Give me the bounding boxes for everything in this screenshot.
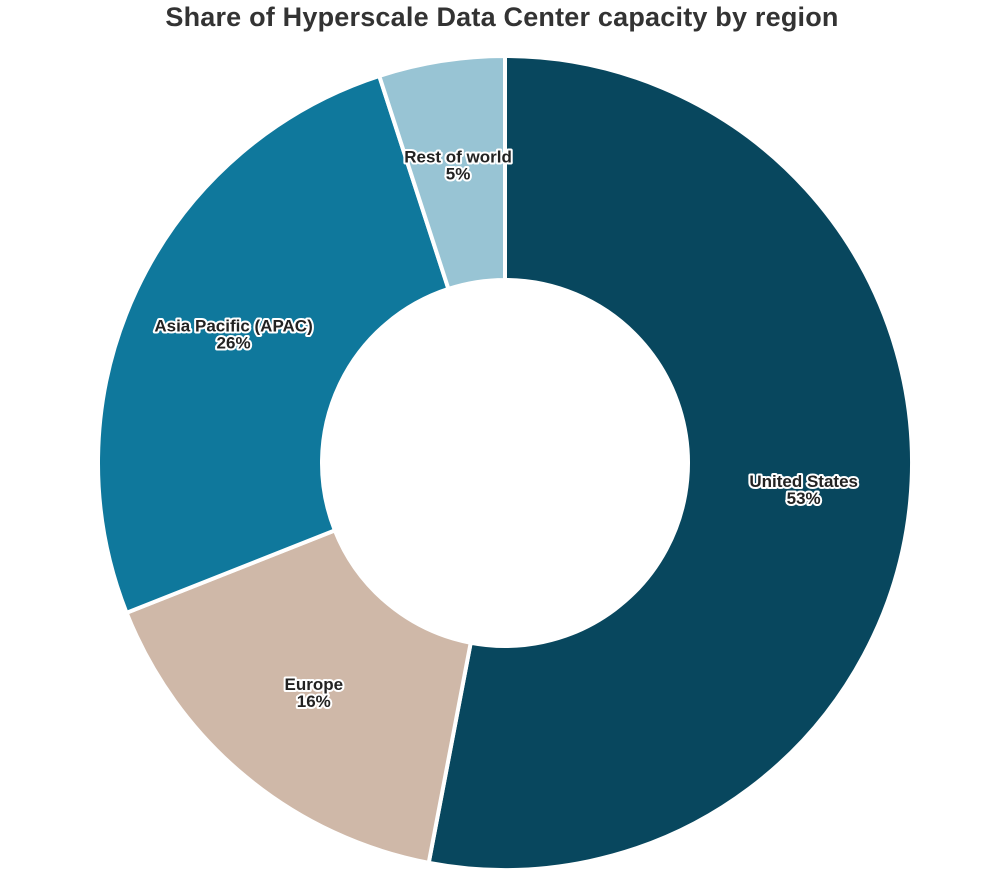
slice-label-united-states: United States 53% (749, 472, 858, 508)
slice-label-asia-pacific-apac: Asia Pacific (APAC) 26% (154, 316, 312, 352)
slice-europe[interactable] (124, 528, 473, 865)
slice-rest-of-world[interactable] (377, 54, 507, 291)
slice-label-value: 16% (297, 692, 331, 711)
slice-label-value: 5% (446, 165, 471, 184)
slice-asia-pacific-apac[interactable] (96, 73, 451, 615)
slice-label-value: 26% (217, 333, 251, 352)
slice-united-states[interactable] (426, 54, 914, 872)
slice-label-value: 53% (787, 489, 821, 508)
chart-title: Share of Hyperscale Data Center capacity… (165, 2, 839, 32)
slice-label-europe: Europe 16% (284, 675, 343, 711)
slice-label-name: United States (749, 472, 858, 491)
donut-labels: United States 53% Europe 16% Asia Pacific (A… (152, 146, 860, 713)
slice-label-name: Rest of world (404, 148, 512, 167)
slice-label-rest-of-world: Rest of world 5% (404, 148, 512, 184)
slice-label-name: Asia Pacific (APAC) (154, 316, 312, 335)
donut-slices (96, 54, 914, 872)
slice-label-name: Europe (284, 675, 343, 694)
